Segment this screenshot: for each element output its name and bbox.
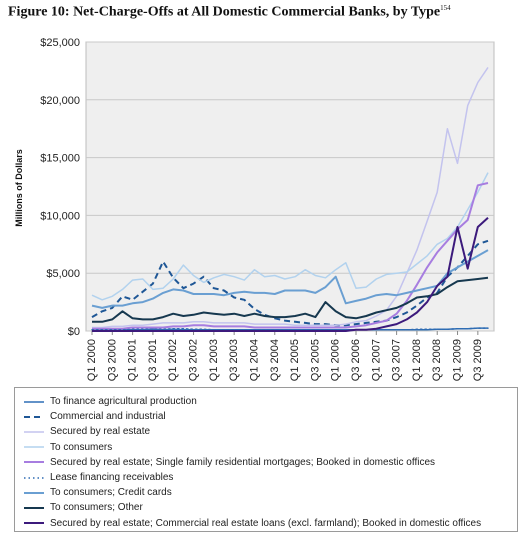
legend-item: Lease financing receivables <box>23 470 173 485</box>
series-line-3 <box>92 66 489 329</box>
series-line-5 <box>92 182 489 330</box>
legend-item: To finance agricultural production <box>23 394 197 409</box>
x-tick-label: Q3 2008 <box>431 339 443 381</box>
legend-item: To consumers; Credit cards <box>23 485 172 500</box>
chart-title-text: Figure 10: Net-Charge-Offs at All Domest… <box>8 4 441 20</box>
series-line-2 <box>91 239 489 327</box>
series-lines <box>91 66 489 332</box>
series-line-8 <box>92 276 489 323</box>
y-axis-ticks: $0 $5,000 $10,000 $15,000 $20,000 $25,000 <box>40 37 80 338</box>
series-line-7 <box>91 249 489 309</box>
x-tick-label: Q1 2008 <box>411 339 423 381</box>
legend-label: To finance agricultural production <box>50 396 197 407</box>
x-tick-label: Q1 2007 <box>370 339 382 381</box>
plot-area <box>85 41 495 332</box>
legend-item: To consumers <box>23 440 112 455</box>
legend-label: To consumers; Other <box>50 502 143 514</box>
x-tick-label: Q3 2000 <box>106 339 118 381</box>
series-line-9 <box>92 216 489 332</box>
legend-swatch <box>24 506 44 509</box>
legend-item: Commercial and industrial <box>23 409 166 424</box>
legend-label: To consumers; Credit cards <box>50 487 172 499</box>
y-tick-label: $10,000 <box>40 210 80 222</box>
x-tick-label: Q1 2001 <box>127 339 139 381</box>
legend-swatch <box>24 431 44 433</box>
footnote-mark: 154 <box>440 4 451 12</box>
x-tick-label: Q3 2003 <box>228 339 240 381</box>
x-tick-label: Q3 2004 <box>269 339 281 381</box>
legend-swatch <box>24 415 44 418</box>
legend-item: Secured by real estate <box>23 424 150 439</box>
y-axis-label: Millions of Dollars <box>14 149 24 227</box>
y-tick-label: $5,000 <box>46 268 80 280</box>
x-tick-label: Q1 2006 <box>330 339 342 381</box>
x-tick-label: Q3 2007 <box>391 339 403 381</box>
legend-swatch <box>24 476 44 479</box>
chart-title: Figure 10: Net-Charge-Offs at All Domest… <box>8 4 518 21</box>
legend-swatch <box>24 491 44 494</box>
chart: $0 $5,000 $10,000 $15,000 $20,000 $25,000 Q1 … <box>14 37 495 381</box>
series-line-4 <box>91 172 489 301</box>
legend-swatch <box>24 522 44 525</box>
legend-label: Secured by real estate; Single family re… <box>50 456 436 468</box>
legend-label: Lease financing receivables <box>50 472 174 483</box>
y-tick-label: $25,000 <box>40 37 80 49</box>
legend-label: Commercial and industrial <box>50 411 166 423</box>
legend-label: Secured by real estate; Commercial real … <box>50 517 482 529</box>
x-tick-label: Q1 2005 <box>289 339 301 381</box>
y-tick-label: $0 <box>68 326 80 338</box>
legend-swatch <box>24 400 44 403</box>
x-tick-label: Q1 2002 <box>167 339 179 381</box>
x-tick-label: Q1 2003 <box>208 339 220 381</box>
y-tick-label: $20,000 <box>40 95 80 107</box>
legend: To finance agricultural production Commer… <box>14 387 518 532</box>
x-axis-ticks: Q1 2000 Q3 2000 Q1 2001 Q3 2001 Q1 2002 Q3 20… <box>86 331 484 381</box>
y-tick-label: $15,000 <box>40 153 80 165</box>
x-tick-label: Q1 2000 <box>86 339 98 381</box>
legend-swatch <box>24 446 44 448</box>
x-tick-label: Q3 2002 <box>188 339 200 381</box>
legend-item: Secured by real estate; Commercial real … <box>23 516 481 531</box>
legend-label: To consumers <box>50 441 113 453</box>
legend-label: Secured by real estate <box>50 426 151 438</box>
series-line-6 <box>91 327 489 331</box>
x-tick-label: Q3 2009 <box>472 339 484 381</box>
legend-item: To consumers; Other <box>23 500 143 515</box>
x-tick-label: Q3 2001 <box>147 339 159 381</box>
legend-swatch <box>24 461 44 464</box>
x-tick-label: Q1 2004 <box>248 339 260 381</box>
x-tick-label: Q1 2009 <box>452 339 464 381</box>
legend-item: Secured by real estate; Single family re… <box>23 455 435 470</box>
x-tick-label: Q3 2006 <box>350 339 362 381</box>
x-tick-label: Q3 2005 <box>309 339 321 381</box>
